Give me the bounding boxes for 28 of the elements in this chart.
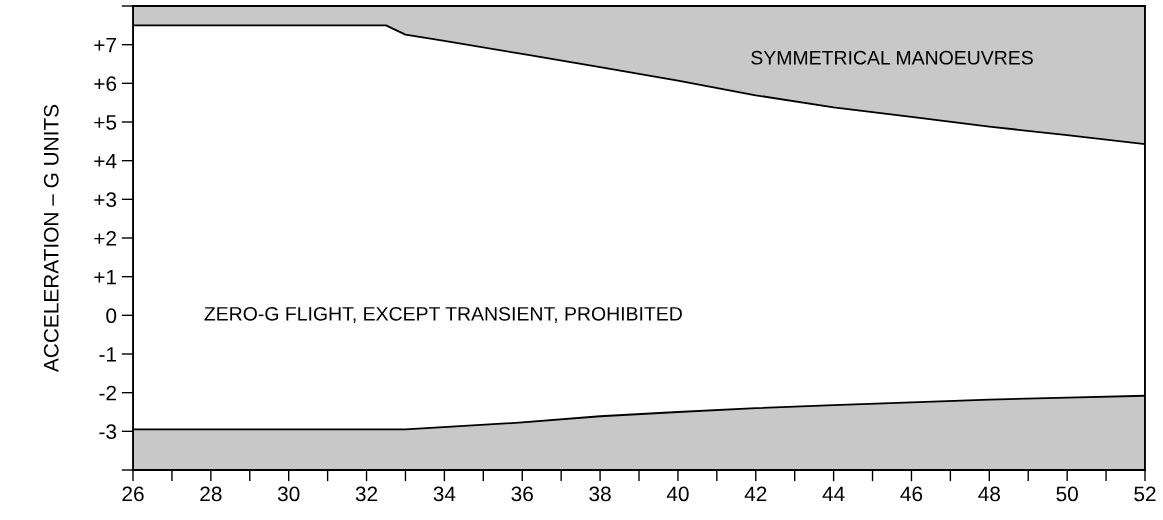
x-tick-label: 44 — [822, 486, 845, 502]
y-tick-label: -3 — [99, 424, 117, 440]
x-tick-label: 34 — [433, 486, 456, 502]
y-axis-title: ACCELERATION – G UNITS — [43, 104, 59, 373]
y-tick-label: +5 — [94, 115, 117, 130]
annotation: ZERO-G FLIGHT, EXCEPT TRANSIENT, PROHIBITED — [204, 306, 682, 323]
x-tick-label: 48 — [978, 486, 1000, 502]
x-tick-label: 42 — [744, 486, 767, 502]
y-tick-label: -1 — [99, 347, 117, 362]
y-tick-label: +2 — [94, 231, 116, 246]
x-tick-label: 40 — [666, 486, 689, 502]
x-tick-label: 50 — [1056, 486, 1078, 502]
x-tick-label: 30 — [277, 486, 300, 502]
x-tick-label: 52 — [1134, 486, 1156, 502]
x-tick-label: 46 — [900, 486, 923, 502]
x-tick-label: 38 — [589, 486, 611, 502]
y-tick-label: +7 — [94, 37, 116, 53]
y-tick-label: 0 — [106, 308, 117, 324]
x-tick-label: 26 — [122, 486, 144, 502]
annotation: SYMMETRICAL MANOEUVRES — [751, 50, 1033, 65]
x-tick-label: 28 — [200, 486, 222, 502]
y-tick-label: +1 — [94, 269, 117, 285]
x-tick-label: 36 — [511, 486, 533, 502]
y-tick-label: +3 — [94, 192, 117, 208]
y-tick-label: +4 — [94, 153, 117, 169]
y-tick-label: +6 — [94, 76, 117, 92]
y-tick-label: -2 — [99, 385, 116, 401]
x-tick-label: 32 — [355, 486, 378, 502]
